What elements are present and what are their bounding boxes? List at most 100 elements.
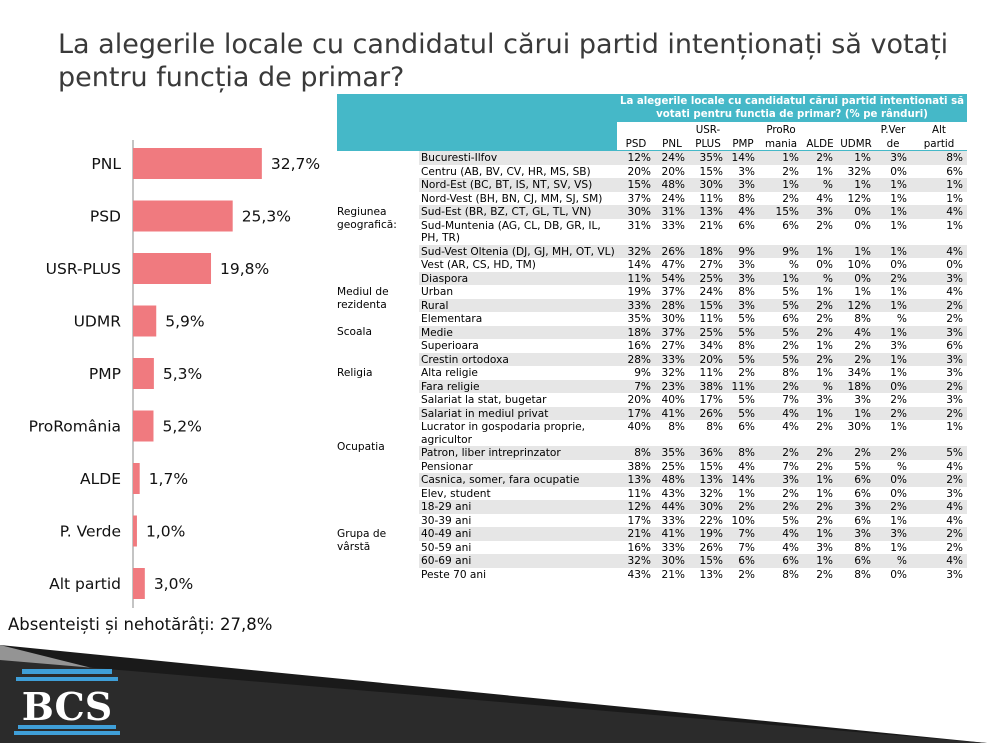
table-cell: 11% (617, 271, 655, 285)
table-cell: 8% (837, 312, 875, 326)
table-cell: 8% (837, 567, 875, 581)
table-cell: 35% (689, 151, 727, 165)
table-cell: 1% (911, 218, 967, 245)
table-cell: 3% (759, 473, 803, 487)
table-cell: 2% (727, 366, 759, 380)
column-header-text: PSD (625, 138, 647, 150)
table-cell: 0% (875, 258, 911, 272)
table-cell: 38% (617, 459, 655, 473)
table-cell: 3% (803, 540, 837, 554)
table-cell: 6% (837, 513, 875, 527)
table-cell: 14% (727, 151, 759, 165)
table-cell: 8% (655, 420, 689, 446)
category-label-3: UDMR (74, 313, 122, 331)
bar-0 (133, 148, 262, 179)
table-cell: 8% (617, 446, 655, 460)
column-header-0: PSD (617, 122, 655, 150)
table-cell: 7% (727, 540, 759, 554)
value-label-8: 3,0% (154, 575, 193, 593)
table-cell: 15% (759, 205, 803, 219)
column-header-text: ALDE (806, 138, 834, 150)
column-header-2: USR- PLUS (689, 122, 727, 150)
table-row: Diaspora 11% 54% 25% 3% 1%% 0% 2% 3% (337, 271, 967, 285)
row-label: Patron, liber intreprinzator (419, 446, 617, 460)
table-cell: 6% (759, 218, 803, 245)
table-cell: 19% (617, 285, 655, 299)
table-cell: 1% (875, 325, 911, 339)
column-header-text: P.Ver (880, 124, 906, 136)
table-cell: 41% (655, 527, 689, 541)
table-cell: 5% (727, 312, 759, 326)
table-cell: 14% (617, 258, 655, 272)
table-cell: 13% (689, 567, 727, 581)
table-row: Grupa de vârstă 18-29 ani 12% 44% 30% 2% 2% 2% 3… (337, 500, 967, 581)
row-label: Sud-Vest Oltenia (DJ, GJ, MH, OT, VL) (419, 244, 617, 258)
table-cell: 30% (655, 554, 689, 568)
table-cell: 6% (727, 218, 759, 245)
crosstab-body: Regiunea geografică: Bucuresti-Ilfov 12% 24… (337, 151, 967, 581)
table-cell: 2% (837, 446, 875, 460)
table-cell: 17% (617, 406, 655, 420)
bar-1 (133, 200, 233, 232)
table-cell: 19% (689, 527, 727, 541)
value-label-5: 5,2% (162, 418, 201, 436)
table-cell: 1% (875, 285, 911, 299)
group-label: Ocupatia (337, 393, 419, 500)
table-cell: 4% (759, 540, 803, 554)
table-cell: 1% (837, 244, 875, 258)
table-cell: 7% (759, 393, 803, 407)
table-cell: 1% (759, 151, 803, 165)
table-cell: 15% (689, 164, 727, 178)
table-cell: 4% (911, 205, 967, 219)
table-cell: % (759, 258, 803, 272)
table-cell: 2% (911, 473, 967, 487)
column-header-6: UDMR (837, 122, 875, 150)
table-row: Regiunea geografică: Bucuresti-Ilfov 12% 24… (337, 151, 967, 285)
value-label-6: 1,7% (149, 470, 188, 488)
category-label-2: USR-PLUS (46, 260, 121, 278)
table-cell: 43% (617, 567, 655, 581)
table-cell: 1% (911, 191, 967, 205)
table-cell: 0% (875, 379, 911, 393)
table-cell: 1% (727, 486, 759, 500)
value-label-2: 19,8% (220, 260, 269, 278)
table-cell: 2% (759, 379, 803, 393)
table-cell: 27% (655, 339, 689, 353)
table-cell: 1% (875, 540, 911, 554)
table-cell: 2% (875, 500, 911, 514)
table-cell: 8% (759, 567, 803, 581)
column-header-text: ProRo (766, 124, 796, 136)
table-row: Pensionar 38% 25% 15% 4% 7% 2% 5%% 4% (337, 459, 967, 473)
category-label-5: ProRomânia (29, 418, 121, 436)
table-cell: % (803, 178, 837, 192)
value-label-3: 5,9% (165, 313, 204, 331)
table-cell: 2% (837, 352, 875, 366)
table-cell: 20% (655, 164, 689, 178)
table-cell: 15% (689, 298, 727, 312)
table-cell: 16% (617, 540, 655, 554)
crosstab-table: La alegerile locale cu candidatul cărui … (337, 94, 967, 581)
table-cell: 3% (875, 151, 911, 165)
table-cell: 4% (759, 420, 803, 446)
row-label: 50-59 ani (419, 540, 617, 554)
row-label: Sud-Est (BR, BZ, CT, GL, TL, VN) (419, 205, 617, 219)
table-row: Peste 70 ani 43% 21% 13% 2% 8% 2% 8% 0% 3% (337, 567, 967, 581)
row-label: Alta religie (419, 366, 617, 380)
table-cell: 1% (803, 406, 837, 420)
table-cell: 4% (759, 527, 803, 541)
column-header-text: Alt (932, 124, 946, 136)
table-cell: 2% (911, 379, 967, 393)
table-cell: 13% (617, 473, 655, 487)
table-cell: 33% (655, 540, 689, 554)
table-cell: 8% (727, 191, 759, 205)
table-cell: 13% (689, 473, 727, 487)
table-cell: % (803, 379, 837, 393)
row-label: Bucuresti-Ilfov (419, 151, 617, 165)
table-cell: 54% (655, 271, 689, 285)
table-cell: 0% (875, 486, 911, 500)
table-cell: 26% (689, 540, 727, 554)
row-label: Centru (AB, BV, CV, HR, MS, SB) (419, 164, 617, 178)
table-cell: 37% (655, 285, 689, 299)
table-cell: 12% (837, 298, 875, 312)
table-cell: 48% (655, 178, 689, 192)
